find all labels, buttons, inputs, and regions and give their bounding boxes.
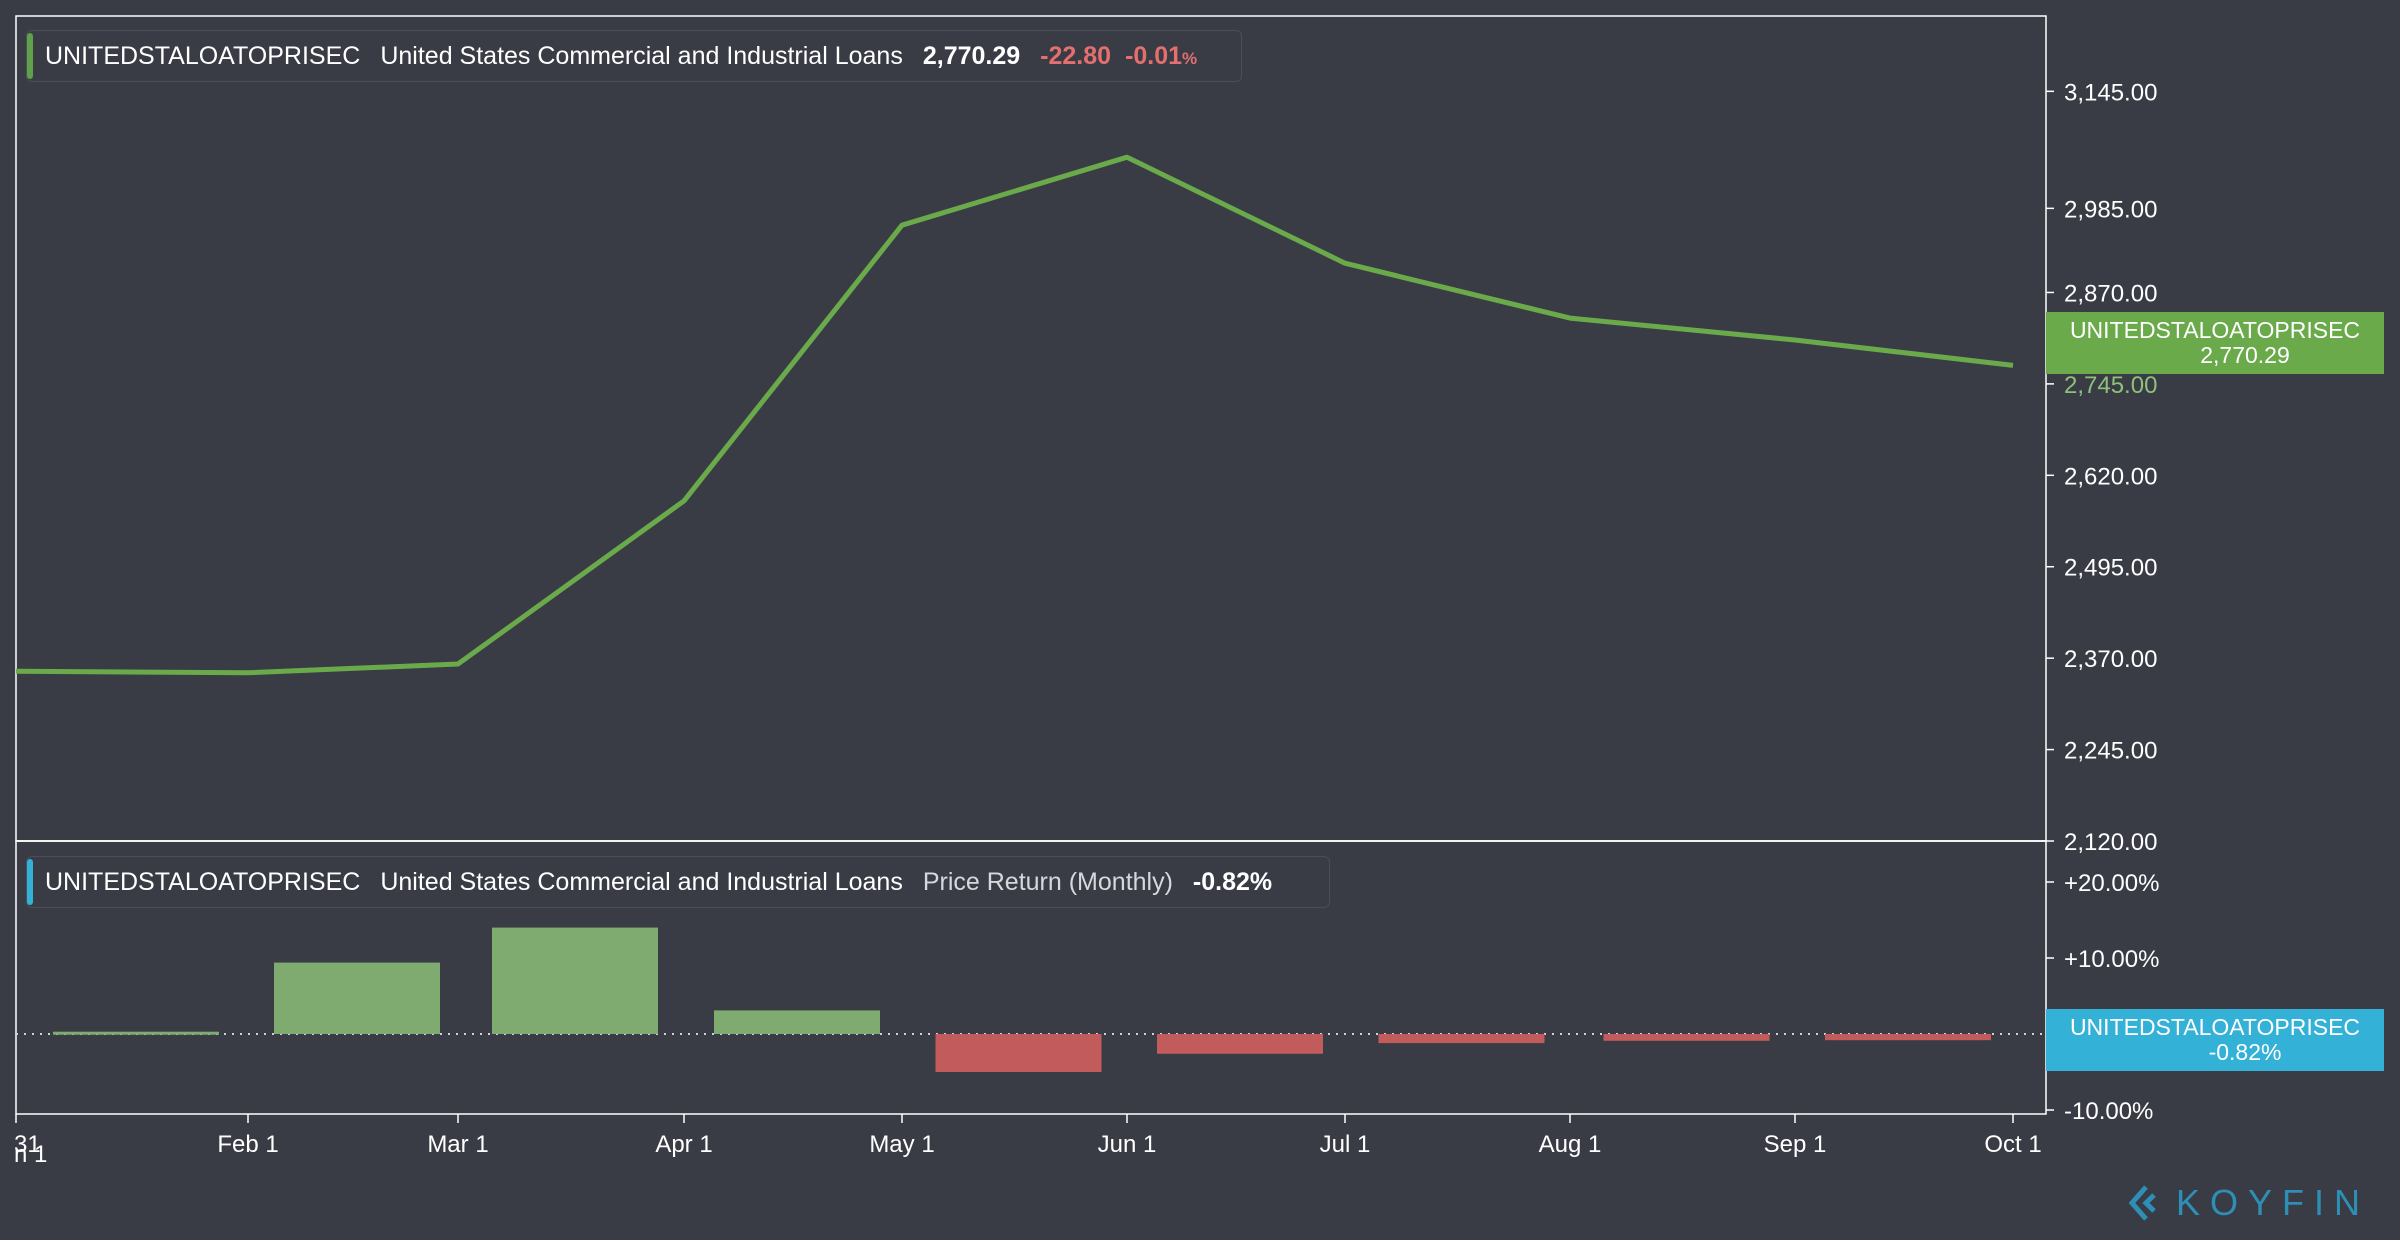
returns-bars-layer xyxy=(53,927,1991,1072)
x-tick-label: Apr 1 xyxy=(655,1131,712,1158)
returns-legend-label: Price Return (Monthly) xyxy=(922,867,1173,896)
return-bar xyxy=(1378,1034,1545,1044)
x-tick-label-overlap: n 1 xyxy=(14,1141,47,1168)
price-legend-change: -22.80 xyxy=(1040,41,1112,70)
price-legend[interactable]: UNITEDSTALOATOPRISEC United States Comme… xyxy=(26,30,1242,82)
returns-pane-frame xyxy=(15,840,2047,1115)
x-tick-label: Jun 1 xyxy=(1098,1131,1157,1158)
x-tick-label: Mar 1 xyxy=(427,1131,488,1158)
x-tick-label: Jul 1 xyxy=(1320,1131,1371,1158)
returns-legend-name: United States Commercial and Industrial … xyxy=(380,867,903,896)
return-bar xyxy=(714,1010,880,1034)
returns-y-tick-label: +10.00% xyxy=(2064,946,2159,973)
returns-y-axis: -10.00% +10.00% +20.00% xyxy=(2046,870,2159,1125)
x-tick-label: May 1 xyxy=(869,1131,934,1158)
price-last-value-tag: UNITEDSTALOATOPRISEC 2,770.29 xyxy=(2046,312,2384,374)
price-legend-ticker: UNITEDSTALOATOPRISEC xyxy=(45,41,361,70)
price-tag-value: 2,770.29 xyxy=(2200,342,2290,368)
returns-tag-ticker: UNITEDSTALOATOPRISEC xyxy=(2069,1014,2361,1040)
returns-legend-ticker: UNITEDSTALOATOPRISEC xyxy=(45,867,361,896)
koyfin-watermark: KOYFIN xyxy=(2128,1182,2371,1223)
price-legend-change-pct-value: -0.01 xyxy=(1125,41,1183,70)
price-y-tick-label: 2,745.00 xyxy=(2064,372,2157,399)
koyfin-logo-icon xyxy=(2128,1185,2156,1221)
price-pane-frame xyxy=(15,15,2047,842)
price-legend-value: 2,770.29 xyxy=(922,41,1021,70)
x-tick-label: Sep 1 xyxy=(1764,1131,1827,1158)
koyfin-wordmark: KOYFIN xyxy=(2176,1182,2371,1223)
x-tick-label: Aug 1 xyxy=(1539,1131,1602,1158)
price-y-tick-label: 2,870.00 xyxy=(2064,280,2157,307)
x-tick-label: Oct 1 xyxy=(1984,1131,2041,1158)
price-y-tick-label: 2,120.00 xyxy=(2064,829,2157,856)
returns-y-tick-label: -10.00% xyxy=(2064,1098,2153,1125)
price-y-tick-label: 3,145.00 xyxy=(2064,79,2157,106)
returns-legend-value: -0.82% xyxy=(1192,867,1273,896)
x-tick-label: 31 xyxy=(14,1131,41,1158)
price-legend-change-pct: -0.01% xyxy=(1125,42,1197,71)
price-legend-name: United States Commercial and Industrial … xyxy=(380,41,903,70)
return-bar xyxy=(1603,1034,1770,1041)
price-tag-ticker: UNITEDSTALOATOPRISEC xyxy=(2069,317,2361,343)
price-legend-pct-sign: % xyxy=(1182,48,1198,68)
return-bar xyxy=(274,962,440,1034)
price-series-layer xyxy=(15,154,2014,676)
price-line xyxy=(15,154,2014,676)
price-y-tick-label: 2,985.00 xyxy=(2064,196,2157,223)
return-bar xyxy=(53,1031,219,1035)
price-y-tick-label: 2,495.00 xyxy=(2064,555,2157,582)
returns-tag-value: -0.82% xyxy=(2208,1039,2282,1065)
return-bar xyxy=(1825,1034,1991,1041)
price-y-axis: 2,120.00 2,245.00 2,370.00 2,495.00 2,620.00… xyxy=(2046,79,2157,856)
price-y-tick-label: 2,245.00 xyxy=(2064,738,2157,765)
returns-legend[interactable]: UNITEDSTALOATOPRISEC United States Comme… xyxy=(26,856,1330,908)
returns-last-value-tag: UNITEDSTALOATOPRISEC -0.82% xyxy=(2046,1009,2384,1071)
return-bar xyxy=(935,1034,1102,1072)
x-tick-label: Feb 1 xyxy=(217,1131,278,1158)
returns-legend-accent xyxy=(27,859,33,905)
return-bar xyxy=(492,927,658,1034)
returns-y-tick-label: +20.00% xyxy=(2064,870,2159,897)
price-legend-accent xyxy=(27,33,33,79)
price-y-tick-label: 2,620.00 xyxy=(2064,463,2157,490)
return-bar xyxy=(1157,1034,1323,1054)
x-axis: 31 Feb 1 Mar 1 Apr 1 May 1 Jun 1 Jul 1 Aug 1 Sep… xyxy=(14,1114,2042,1168)
price-y-tick-label: 2,370.00 xyxy=(2064,646,2157,673)
